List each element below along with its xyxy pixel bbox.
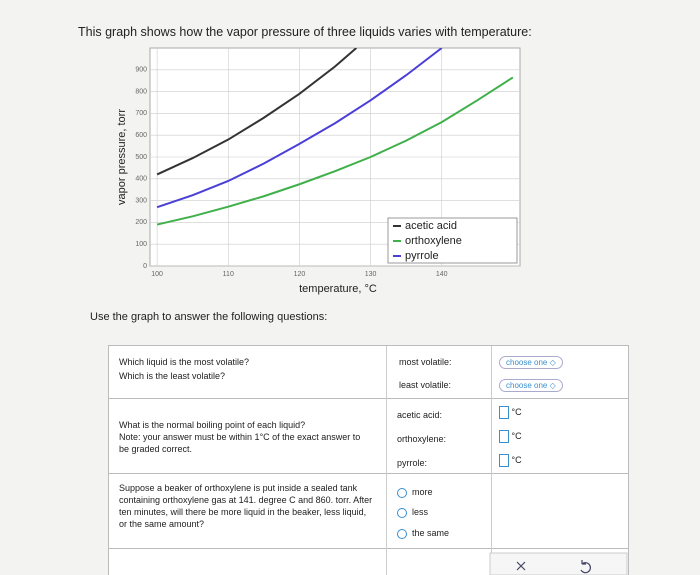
col-divider: [491, 346, 492, 575]
unit: °C: [511, 455, 522, 465]
y-axis-label: vapor pressure, torr: [116, 109, 128, 205]
input[interactable]: °C: [499, 406, 522, 420]
option: more: [412, 487, 433, 497]
radio[interactable]: the same: [397, 527, 449, 539]
select-text: choose one: [506, 381, 548, 390]
y-tick-label: 600: [135, 132, 147, 139]
series-line: [156, 76, 514, 226]
field-label: acetic acid:: [397, 410, 443, 420]
series-line: [156, 48, 358, 176]
row-divider: [109, 548, 628, 549]
x-tick-label: 120: [294, 271, 306, 278]
prompt: Which liquid is the most volatile?: [119, 357, 250, 367]
input[interactable]: °C: [499, 454, 522, 468]
undo-button[interactable]: [580, 560, 591, 574]
unit: °C: [511, 431, 522, 441]
row-divider: [109, 473, 628, 474]
select[interactable]: choose one ◇: [499, 356, 563, 369]
input[interactable]: °C: [499, 430, 522, 444]
y-tick-label: 300: [135, 197, 147, 204]
y-tick-label: 900: [135, 67, 147, 74]
series-line: [156, 48, 443, 209]
toolbar: [489, 552, 628, 575]
intro: This graph shows how the vapor pressure …: [78, 25, 532, 39]
question-table: Which liquid is the most volatile? Which…: [108, 345, 629, 575]
clear-button[interactable]: [516, 561, 526, 571]
prompt: Which is the least volatile?: [119, 371, 226, 381]
legend-label: acetic acid: [405, 220, 457, 232]
y-tick-label: 200: [135, 219, 147, 226]
x-tick-label: 130: [365, 271, 377, 278]
row-divider: [109, 398, 628, 399]
legend-label: pyrrole: [405, 250, 439, 262]
legend-label: orthoxylene: [405, 235, 462, 247]
y-tick-label: 800: [135, 88, 147, 95]
select[interactable]: choose one ◇: [499, 379, 563, 392]
x-tick-label: 110: [223, 271, 234, 278]
field-label: orthoxylene:: [397, 434, 447, 444]
option: the same: [412, 528, 450, 538]
prompt: Suppose a beaker of orthoxylene is put i…: [119, 483, 373, 529]
option: less: [412, 507, 429, 517]
prompt: What is the normal boiling point of each…: [119, 420, 306, 430]
x-axis-label: temperature, °C: [299, 283, 377, 295]
instruction: Use the graph to answer the following qu…: [90, 311, 328, 323]
chart: 0 100 200 300 400 500 600 700 800 900 100 110 120 130…: [116, 47, 521, 295]
radio[interactable]: less: [397, 506, 428, 518]
y-tick-label: 100: [135, 241, 147, 248]
prompt: Note: your answer must be within 1°C of …: [119, 432, 361, 454]
y-tick-label: 0: [143, 263, 147, 270]
unit: °C: [511, 407, 522, 417]
x-tick-label: 140: [436, 271, 448, 278]
radio[interactable]: more: [397, 486, 433, 498]
y-tick-label: 700: [135, 110, 147, 117]
field-label: most volatile:: [399, 357, 452, 367]
field-label: pyrrole:: [397, 458, 428, 468]
col-divider: [386, 346, 387, 575]
x-tick-label: 100: [151, 271, 163, 278]
y-tick-label: 400: [135, 176, 147, 183]
select-text: choose one: [506, 358, 548, 367]
y-tick-label: 500: [135, 154, 147, 161]
legend: [387, 217, 518, 264]
field-label: least volatile:: [399, 380, 452, 390]
toolbar-bg: [489, 552, 628, 575]
